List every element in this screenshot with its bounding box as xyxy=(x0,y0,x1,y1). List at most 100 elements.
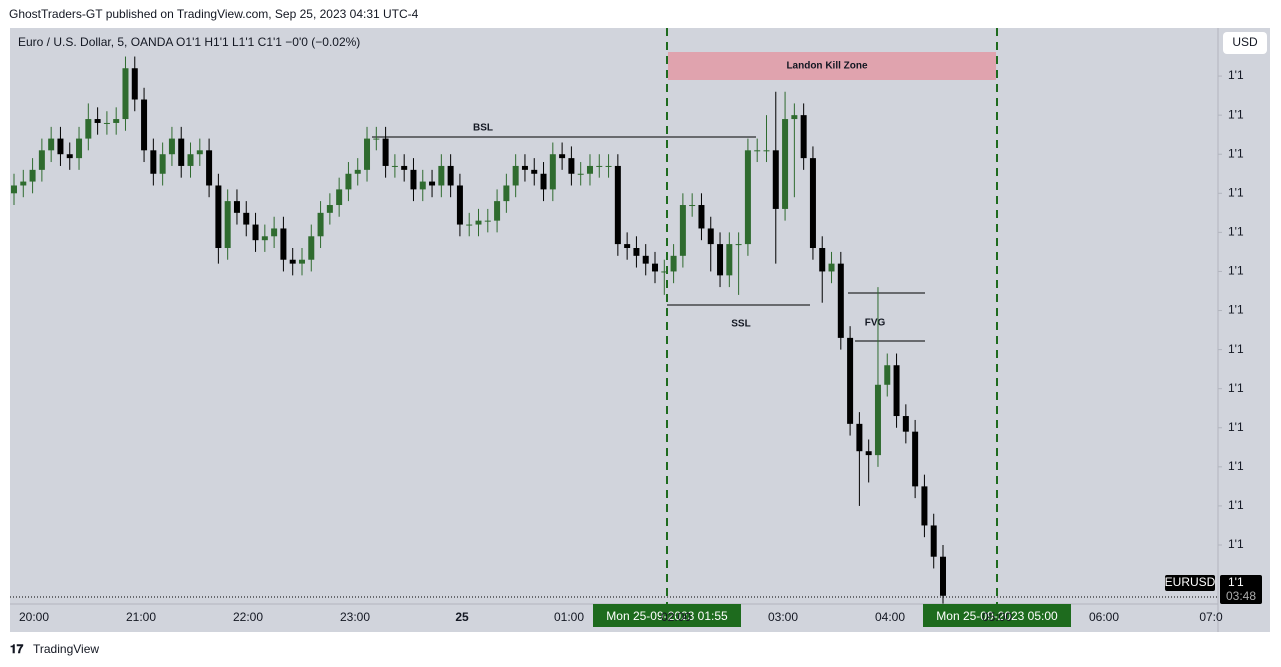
candle-body xyxy=(11,185,17,194)
candle-body xyxy=(48,138,55,151)
candle-body xyxy=(540,173,547,190)
time-marker-label: Mon 25-09-2023 05:00 xyxy=(936,609,1058,623)
y-tick-label: 1'1 xyxy=(1228,537,1244,551)
candle-body xyxy=(401,165,408,170)
symbol-label: EURUSD xyxy=(1165,575,1216,589)
header: GhostTraders-GT published on TradingView… xyxy=(9,7,419,21)
price-badge xyxy=(1220,575,1262,604)
candle-body xyxy=(438,165,445,186)
candle-body xyxy=(317,212,324,237)
y-tick-label: 1'1 xyxy=(1228,303,1244,317)
candle-body xyxy=(215,185,222,249)
time-marker-label: Mon 25-09-2023 01:55 xyxy=(606,609,728,623)
candle-body xyxy=(261,236,268,241)
candle-body xyxy=(447,165,454,186)
currency-button[interactable] xyxy=(1223,32,1267,54)
candle-body xyxy=(717,244,724,276)
candle-body xyxy=(940,556,946,596)
candle-body xyxy=(122,68,129,120)
candle-body xyxy=(178,138,185,166)
candle-body xyxy=(874,384,881,456)
candle-body xyxy=(661,271,668,273)
candle-body xyxy=(29,169,36,182)
candle-body xyxy=(85,119,92,139)
candle-body xyxy=(596,165,603,167)
candle-body xyxy=(66,154,73,159)
y-tick-label: 1'1 xyxy=(1228,381,1244,395)
candle-body xyxy=(726,244,733,276)
bsl-label: BSL xyxy=(473,123,493,134)
last-price: 1'1 xyxy=(1228,575,1244,589)
candle-body xyxy=(280,228,287,260)
time-marker xyxy=(923,604,1071,627)
candle-body xyxy=(354,169,361,174)
x-tick-label: 07:0 xyxy=(1199,610,1223,624)
symbol-badge xyxy=(1165,575,1215,591)
candle-body xyxy=(391,165,398,167)
candle-body xyxy=(503,185,510,202)
candle-body xyxy=(707,228,714,245)
candle-body xyxy=(884,365,891,385)
candle-body xyxy=(577,173,584,175)
candles xyxy=(11,56,946,604)
candle-body xyxy=(633,248,640,256)
candle-body xyxy=(902,416,909,432)
y-tick-label: 1'1 xyxy=(1228,264,1244,278)
x-tick-label: 22:00 xyxy=(233,610,263,624)
candle-body xyxy=(475,220,482,225)
candle-body xyxy=(856,423,863,452)
candle-body xyxy=(865,451,872,456)
candle-body xyxy=(819,248,826,272)
y-tick-label: 1'1 xyxy=(1228,459,1244,473)
candle-body xyxy=(466,224,473,226)
candle-body xyxy=(642,255,649,264)
candle-body xyxy=(429,181,436,186)
candle-body xyxy=(308,236,315,260)
candle-body xyxy=(847,337,854,424)
candle-body xyxy=(549,154,556,190)
candle-body xyxy=(113,119,120,123)
candle-body xyxy=(828,263,835,272)
y-tick-label: 1'1 xyxy=(1228,68,1244,82)
x-tick-label: 02:00 xyxy=(661,610,691,624)
candle-body xyxy=(206,150,213,186)
candle-body xyxy=(782,119,789,209)
candle-body xyxy=(679,205,686,256)
candle-body xyxy=(559,154,566,159)
candle-body xyxy=(76,138,83,159)
candle-body xyxy=(57,138,64,155)
candle-body xyxy=(652,263,659,272)
x-tick-label: 03:00 xyxy=(768,610,798,624)
candle-body xyxy=(698,205,705,229)
candle-body xyxy=(298,259,305,264)
candle-body xyxy=(531,169,538,174)
candle-body xyxy=(159,154,166,174)
y-tick-label: 1'1 xyxy=(1228,498,1244,512)
countdown: 03:48 xyxy=(1226,589,1256,603)
candle-body xyxy=(670,255,677,272)
candle-body xyxy=(521,165,528,170)
candle-body xyxy=(103,122,110,124)
candle-body xyxy=(94,119,101,123)
candle-body xyxy=(930,525,937,557)
candle-body xyxy=(791,115,798,120)
candle-body xyxy=(809,158,816,249)
candle-body xyxy=(494,201,501,221)
ssl-label: SSL xyxy=(731,319,750,330)
candle-body xyxy=(20,181,27,186)
x-tick-label: 21:00 xyxy=(126,610,156,624)
candle-body xyxy=(326,205,333,213)
candle-body xyxy=(364,138,371,170)
candle-body xyxy=(456,185,463,225)
y-tick-label: 1'1 xyxy=(1228,225,1244,239)
candle-body xyxy=(373,138,380,140)
candle-body xyxy=(243,212,250,225)
kill-zone-label: Landon Kill Zone xyxy=(786,61,868,72)
candle-body xyxy=(271,228,278,237)
fvg-label: FVG xyxy=(865,318,886,329)
candle-body xyxy=(837,263,844,338)
time-marker xyxy=(593,604,741,627)
candle-body xyxy=(484,220,491,222)
